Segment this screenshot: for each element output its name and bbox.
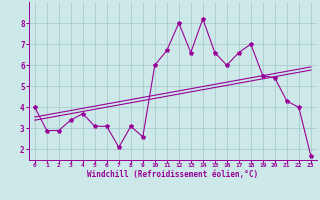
X-axis label: Windchill (Refroidissement éolien,°C): Windchill (Refroidissement éolien,°C)	[87, 170, 258, 179]
